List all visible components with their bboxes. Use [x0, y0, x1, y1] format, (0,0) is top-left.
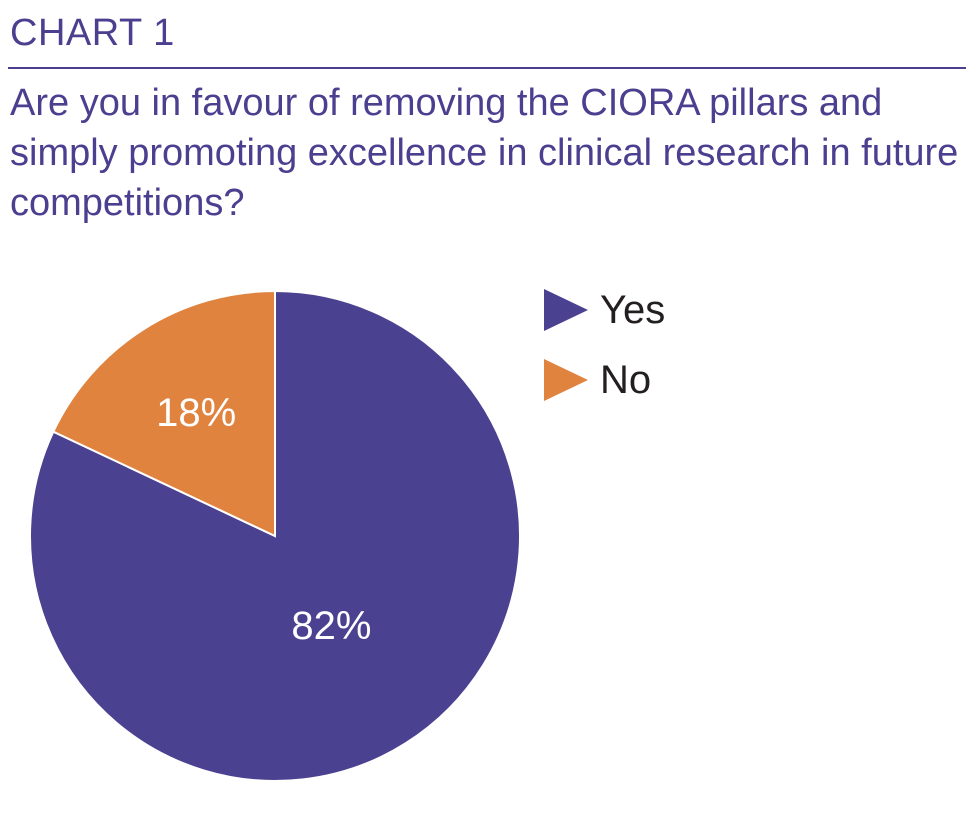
- pie-slices: [29, 289, 521, 782]
- pie-label-no: 18%: [156, 391, 236, 435]
- pie-slice-no: [51, 289, 276, 538]
- pie-labels: 82% 18%: [156, 391, 371, 648]
- legend-item-yes: Yes: [544, 288, 665, 332]
- legend-label-yes: Yes: [600, 288, 666, 332]
- legend-item-no: No: [544, 358, 665, 402]
- chart-title: Are you in favour of removing the CIORA …: [10, 82, 959, 224]
- legend: Yes No: [544, 288, 665, 428]
- legend-marker-no: [544, 359, 588, 401]
- legend-marker-yes: [544, 289, 588, 331]
- header-divider: [8, 67, 966, 69]
- chart-number-label: CHART 1: [10, 12, 175, 54]
- legend-label-no: No: [600, 358, 652, 402]
- pie-label-yes: 82%: [291, 604, 371, 648]
